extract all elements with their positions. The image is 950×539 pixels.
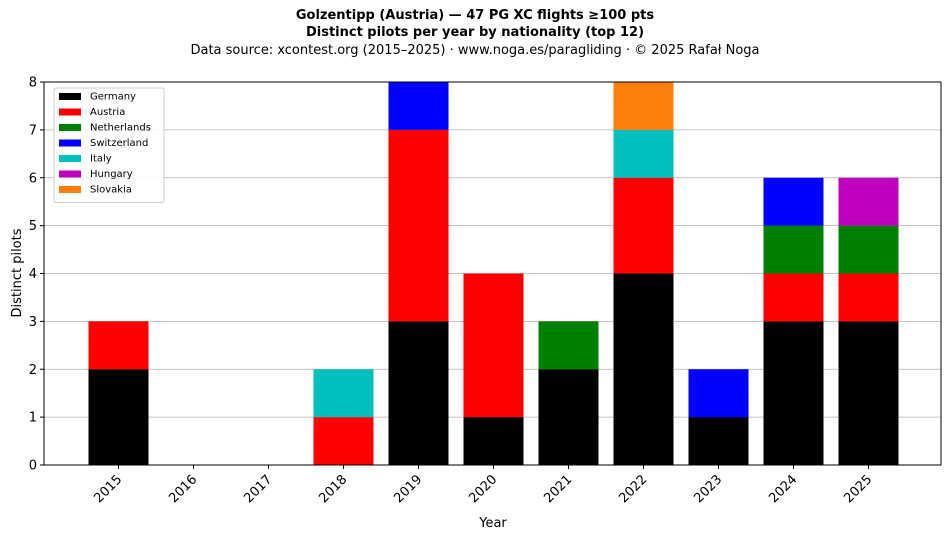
legend-label: Switzerland xyxy=(90,138,148,149)
bar-segment xyxy=(388,82,449,130)
bar-segment xyxy=(88,321,149,370)
bar-segment xyxy=(763,225,824,274)
bar-segment xyxy=(388,129,449,322)
y-tick-label: 0 xyxy=(29,459,37,474)
legend-frame xyxy=(53,87,165,203)
legend-label: Netherlands xyxy=(90,123,151,134)
bar-segment xyxy=(613,129,674,178)
bar-segment xyxy=(763,177,824,226)
x-tick-label: 2016 xyxy=(166,472,200,506)
legend-swatch xyxy=(59,170,81,178)
bar-segment xyxy=(838,225,899,274)
x-tick-label: 2022 xyxy=(616,472,650,506)
y-tick-label: 1 xyxy=(29,411,37,426)
y-axis-label: Distinct pilots xyxy=(10,228,25,317)
legend-swatch xyxy=(59,139,81,147)
bar-segment xyxy=(763,273,824,322)
bar-segment xyxy=(313,417,374,465)
chart-source: Data source: xcontest.org (2015–2025) · … xyxy=(190,43,760,58)
x-tick-label: 2021 xyxy=(541,472,575,506)
bar-segment xyxy=(88,369,149,465)
y-tick-label: 5 xyxy=(29,219,37,234)
legend-swatch xyxy=(59,124,81,131)
bar-segment xyxy=(838,177,899,226)
x-tick-label: 2024 xyxy=(766,472,800,506)
legend-swatch xyxy=(59,93,81,100)
bar-segment xyxy=(838,321,899,465)
legend-swatch xyxy=(59,108,81,116)
chart-subtitle: Distinct pilots per year by nationality … xyxy=(305,25,645,40)
bar-segment xyxy=(688,369,749,418)
x-tick-label: 2023 xyxy=(691,472,725,506)
bars xyxy=(88,82,899,465)
bar-segment xyxy=(613,82,674,130)
bar-segment xyxy=(613,273,674,465)
bar-segment xyxy=(688,417,749,465)
x-axis-label: Year xyxy=(478,516,507,531)
bar-segment xyxy=(538,369,599,465)
x-tick-label: 2019 xyxy=(391,472,425,506)
x-tick-label: 2025 xyxy=(841,472,875,506)
bar-segment xyxy=(763,321,824,465)
y-tick-label: 7 xyxy=(29,123,37,138)
bar-segment xyxy=(538,321,599,370)
y-tick-label: 4 xyxy=(29,267,37,282)
legend-swatch xyxy=(59,155,81,162)
bar-segment xyxy=(388,321,449,465)
legend-label: Austria xyxy=(90,107,125,118)
legend-label: Slovakia xyxy=(90,185,132,196)
y-tick-label: 2 xyxy=(29,363,37,378)
bar-segment xyxy=(613,177,674,274)
x-tick-label: 2018 xyxy=(316,472,350,506)
legend-swatch xyxy=(59,186,81,193)
y-tick-label: 3 xyxy=(29,315,37,330)
bar-segment xyxy=(463,273,524,418)
bar-segment xyxy=(313,369,374,418)
bar-segment xyxy=(463,417,524,465)
legend-label: Hungary xyxy=(90,169,133,180)
legend-label: Italy xyxy=(90,154,112,165)
y-tick-label: 6 xyxy=(29,171,37,186)
chart-title: Golzentipp (Austria) — 47 PG XC flights … xyxy=(295,8,655,23)
x-tick-label: 2017 xyxy=(241,472,275,506)
y-tick-label: 8 xyxy=(29,76,37,91)
legend: Germany Austria Netherlands Switzerland Ital… xyxy=(53,87,165,203)
x-tick-label: 2015 xyxy=(91,472,125,506)
x-tick-label: 2020 xyxy=(466,472,500,506)
legend-label: Germany xyxy=(90,92,136,103)
bar-segment xyxy=(838,273,899,322)
